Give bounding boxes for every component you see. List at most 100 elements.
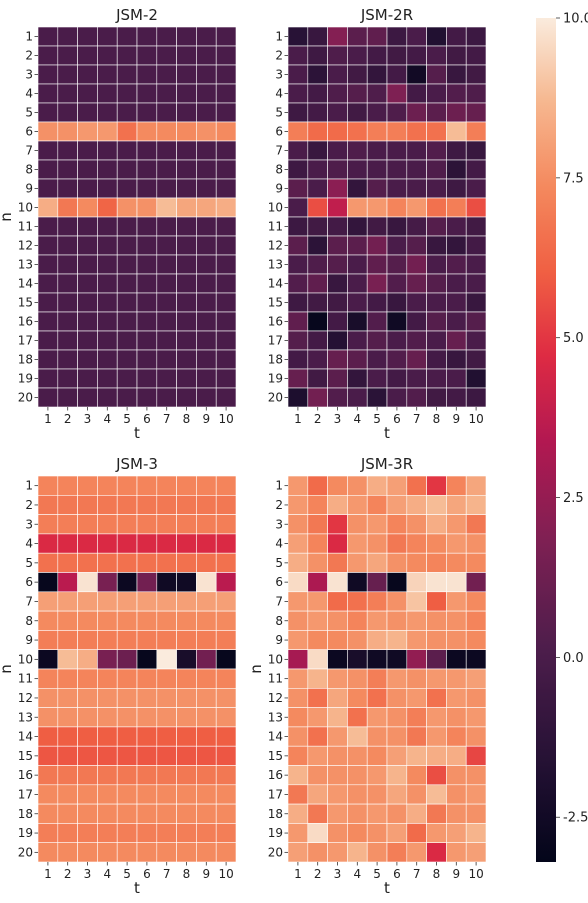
heatmap-cell [116,572,138,593]
heatmap-cell [156,235,177,256]
heatmap-cell [196,64,217,85]
heatmap-cell [116,745,138,766]
heatmap-cell [465,216,487,237]
heatmap-cell [446,552,467,573]
heatmap-cell [327,803,348,824]
heatmap-cell [327,842,348,863]
heatmap-cell [215,533,237,554]
heatmap-cell [386,552,408,573]
y-tick-label: 14 [268,277,283,291]
heatmap-cell [57,330,78,351]
heatmap-cell [406,649,427,670]
heatmap-cell [327,159,348,180]
heatmap-cell [347,745,368,766]
heatmap-cell [77,178,98,199]
heatmap-cell [307,610,328,631]
heatmap-cell [77,533,98,554]
heatmap-cell [327,707,348,728]
heatmap-cell [406,45,427,66]
heatmap-cell [366,121,388,142]
heatmap-cell [426,707,447,728]
x-axis-label: t [134,879,140,897]
heatmap-cell [446,823,467,844]
heatmap-cell [307,494,328,515]
heatmap-cell [136,552,158,573]
heatmap-cell [386,330,408,351]
heatmap-cell [116,387,138,408]
heatmap-cell [136,803,158,824]
heatmap-cell [37,26,59,47]
heatmap-cell [366,26,388,47]
x-axis-label: t [384,879,390,897]
heatmap-cell [77,121,98,142]
heatmap-cell [57,349,78,370]
heatmap-cell [307,273,328,294]
heatmap-cell [196,784,217,805]
heatmap-cell [156,45,177,66]
heatmap-cell [196,197,217,218]
x-tick-label: 9 [202,412,210,426]
heatmap-cell [136,572,158,593]
heatmap-cell [386,292,408,313]
heatmap-cell [307,649,328,670]
heatmap-cell [97,216,118,237]
heatmap-cell [366,591,388,612]
heatmap-cell [57,121,78,142]
heatmap-cell [386,803,408,824]
heatmap-cell [57,552,78,573]
heatmap-cell [215,64,237,85]
heatmap-cell [215,178,237,199]
heatmap-cell [57,494,78,515]
heatmap-cell [327,610,348,631]
heatmap-cell [116,197,138,218]
heatmap-cell [156,533,177,554]
heatmap-cell [156,745,177,766]
y-tick-label: 15 [268,749,283,763]
x-tick-label: 3 [334,412,342,426]
heatmap-cell [97,387,118,408]
heatmap-cell [307,178,328,199]
heatmap-cell [327,494,348,515]
heatmap-cell [446,803,467,824]
heatmap-cell [196,494,217,515]
y-tick-label: 15 [18,749,33,763]
heatmap-cell [446,216,467,237]
heatmap-cell [465,610,487,631]
heatmap-cell [307,823,328,844]
x-tick-label: 5 [123,412,131,426]
y-tick-label: 20 [268,391,283,405]
heatmap-cell [97,330,118,351]
heatmap-cell [327,726,348,747]
heatmap-cell [287,159,309,180]
heatmap-cell [366,216,388,237]
heatmap-cell [287,533,309,554]
heatmap-cell [57,707,78,728]
heatmap-cell [196,102,217,123]
heatmap-cell [176,197,197,218]
heatmap-cell [136,254,158,275]
heatmap-cell [37,216,59,237]
heatmap-cell [287,64,309,85]
heatmap-cell [156,823,177,844]
heatmap-cell [446,349,467,370]
y-tick-label: 6 [275,575,283,589]
heatmap-cell [116,140,138,161]
heatmap-cell [465,235,487,256]
heatmap-cell [406,707,427,728]
heatmap-cell [176,216,197,237]
heatmap-cell [215,254,237,275]
heatmap-cell [156,330,177,351]
heatmap-cell [57,572,78,593]
heatmap-cell [426,387,447,408]
heatmap-cell [446,726,467,747]
heatmap-cell [386,216,408,237]
heatmap-cell [57,823,78,844]
heatmap-cell [215,668,237,689]
heatmap-cell [327,178,348,199]
heatmap-cell [176,83,197,104]
heatmap-cell [366,254,388,275]
heatmap-cell [426,159,447,180]
y-tick-label: 19 [268,826,283,840]
y-tick-label: 20 [18,845,33,859]
heatmap-cell [386,533,408,554]
